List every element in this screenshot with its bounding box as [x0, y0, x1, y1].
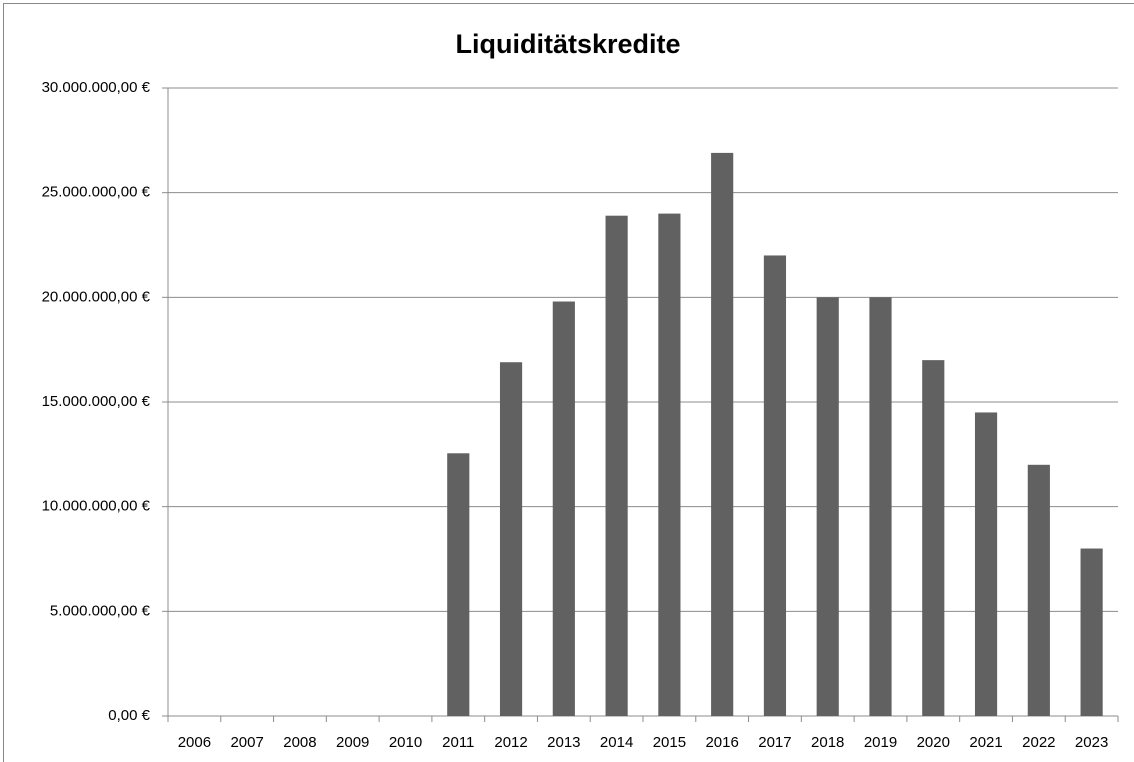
bar: [605, 215, 628, 716]
x-tick-label: 2021: [969, 734, 1002, 751]
y-tick-label: 10.000.000,00 €: [42, 498, 151, 515]
bar: [711, 152, 734, 717]
x-tick-label: 2013: [547, 734, 580, 751]
bar: [499, 362, 523, 716]
bar: [1027, 464, 1050, 716]
bar: [447, 453, 470, 716]
chart-title: Liquiditätskredite: [455, 29, 680, 59]
x-tick-label: 2014: [600, 734, 633, 751]
bar: [552, 301, 575, 716]
bar: [1080, 548, 1103, 716]
x-tick-label: 2006: [178, 734, 211, 751]
y-tick-label: 15.000.000,00 €: [42, 393, 151, 410]
y-tick-label: 20.000.000,00 €: [42, 288, 151, 305]
y-tick-label: 25.000.000,00 €: [42, 184, 151, 201]
bar: [816, 297, 839, 716]
x-tick-label: 2023: [1075, 734, 1108, 751]
x-tick-label: 2019: [864, 734, 897, 751]
x-tick-label: 2007: [230, 734, 263, 751]
x-tick-label: 2017: [758, 734, 791, 751]
x-tick-label: 2022: [1022, 734, 1055, 751]
bar: [658, 213, 681, 716]
y-tick-label: 30.000.000,00 €: [42, 79, 151, 96]
x-tick-label: 2015: [653, 734, 686, 751]
chart-border: [3, 3, 1134, 762]
x-tick-label: 2016: [705, 734, 738, 751]
y-tick-label: 0,00 €: [108, 707, 150, 724]
x-tick-label: 2018: [811, 734, 844, 751]
bar: [869, 297, 892, 716]
x-tick-label: 2009: [336, 734, 369, 751]
bar: [974, 412, 998, 716]
bar: [763, 255, 787, 716]
x-tick-label: 2011: [442, 734, 474, 751]
x-tick-label: 2020: [917, 734, 950, 751]
x-tick-label: 2010: [389, 734, 422, 751]
x-tick-label: 2008: [283, 734, 316, 751]
y-tick-label: 5.000.000,00 €: [50, 602, 151, 619]
x-tick-label: 2012: [494, 734, 527, 751]
bar: [922, 360, 945, 716]
